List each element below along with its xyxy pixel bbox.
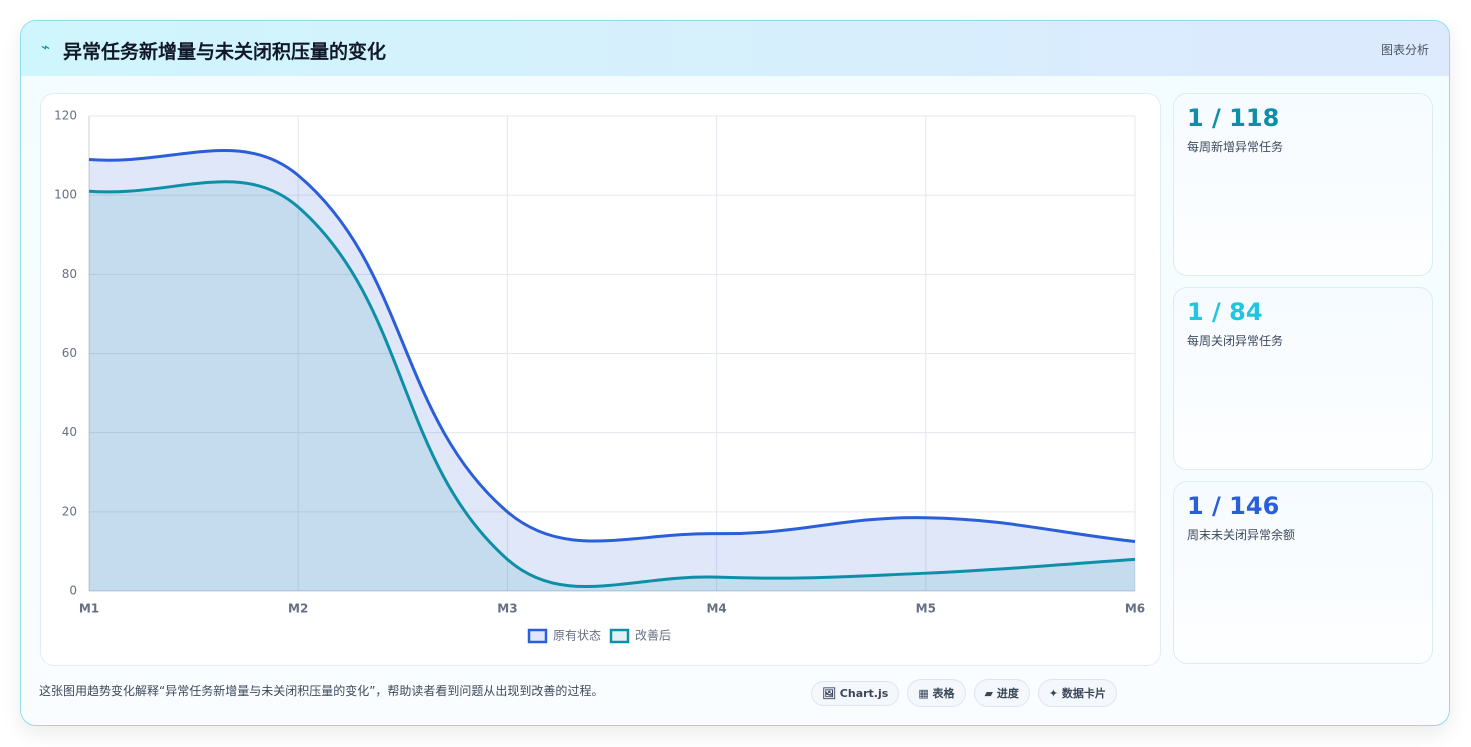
- area: [89, 150, 1135, 591]
- chip[interactable]: 🖼 Chart.js: [811, 681, 900, 706]
- legend-label: 改善后: [635, 628, 671, 643]
- legend-swatch: [527, 628, 548, 644]
- header-icon: ⌁: [41, 38, 51, 56]
- chip[interactable]: ✦ 数据卡片: [1037, 679, 1117, 707]
- footer-note: 这张图用趋势变化解释“异常任务新增量与未关闭积压量的变化”，帮助读者看到问题从出…: [39, 684, 604, 698]
- stat-label: 周末未关闭异常余额: [1187, 528, 1296, 542]
- legend-label: 原有状态: [553, 629, 601, 643]
- chip[interactable]: ▰ 进度: [973, 679, 1030, 707]
- chart: 0 20 40 60 80 100 120 M1 M2 M3 M4 M5 M6 原有状态 改善后: [54, 109, 1145, 644]
- stat-card: 1 / 146 周末未关闭异常余额: [1173, 481, 1433, 664]
- x-tick-label: M5: [916, 602, 936, 616]
- header-title: 异常任务新增量与未关闭积压量的变化: [63, 41, 387, 63]
- line: [88, 180, 1136, 589]
- y-tick-label: 100: [54, 188, 77, 202]
- line: [88, 149, 1136, 544]
- x-tick-label: M4: [706, 602, 726, 616]
- stat-card: 1 / 118 每周新增异常任务: [1173, 93, 1433, 276]
- y-tick-label: 60: [62, 346, 77, 360]
- chart-panel: 0 20 40 60 80 100 120 M1 M2 M3 M4 M5 M6 原有状态 改善后: [40, 93, 1161, 666]
- legend-swatch: [609, 628, 630, 644]
- x-tick-label: M1: [79, 602, 99, 616]
- area: [89, 181, 1135, 592]
- stat-label: 每周新增异常任务: [1187, 140, 1284, 154]
- header-tag: 图表分析: [1380, 43, 1429, 57]
- y-tick-label: 80: [62, 267, 77, 281]
- y-tick-label: 120: [54, 109, 77, 123]
- y-tick-label: 20: [62, 504, 77, 518]
- chip[interactable]: ▦ 表格: [907, 679, 966, 707]
- x-tick-label: M6: [1125, 602, 1145, 616]
- stat-card: 1 / 84 每周关闭异常任务: [1173, 287, 1433, 470]
- x-tick-label: M2: [288, 602, 308, 616]
- card-header: ⌁ 异常任务新增量与未关闭积压量的变化 图表分析: [21, 21, 1449, 76]
- y-tick-label: 0: [69, 584, 77, 598]
- chips: 🖼 Chart.js ▦ 表格 ▰ 进度 ✦ 数据卡片: [811, 679, 1125, 707]
- x-tick-label: M3: [497, 602, 517, 616]
- card: ⌁ 异常任务新增量与未关闭积压量的变化 图表分析 0 20 40 60 80 100 120…: [20, 20, 1450, 726]
- stat-value: 1 / 118: [1187, 104, 1280, 132]
- stat-value: 1 / 146: [1187, 492, 1280, 520]
- stat-value: 1 / 84: [1187, 298, 1263, 326]
- stat-label: 每周关闭异常任务: [1187, 334, 1284, 348]
- y-tick-label: 40: [62, 425, 77, 439]
